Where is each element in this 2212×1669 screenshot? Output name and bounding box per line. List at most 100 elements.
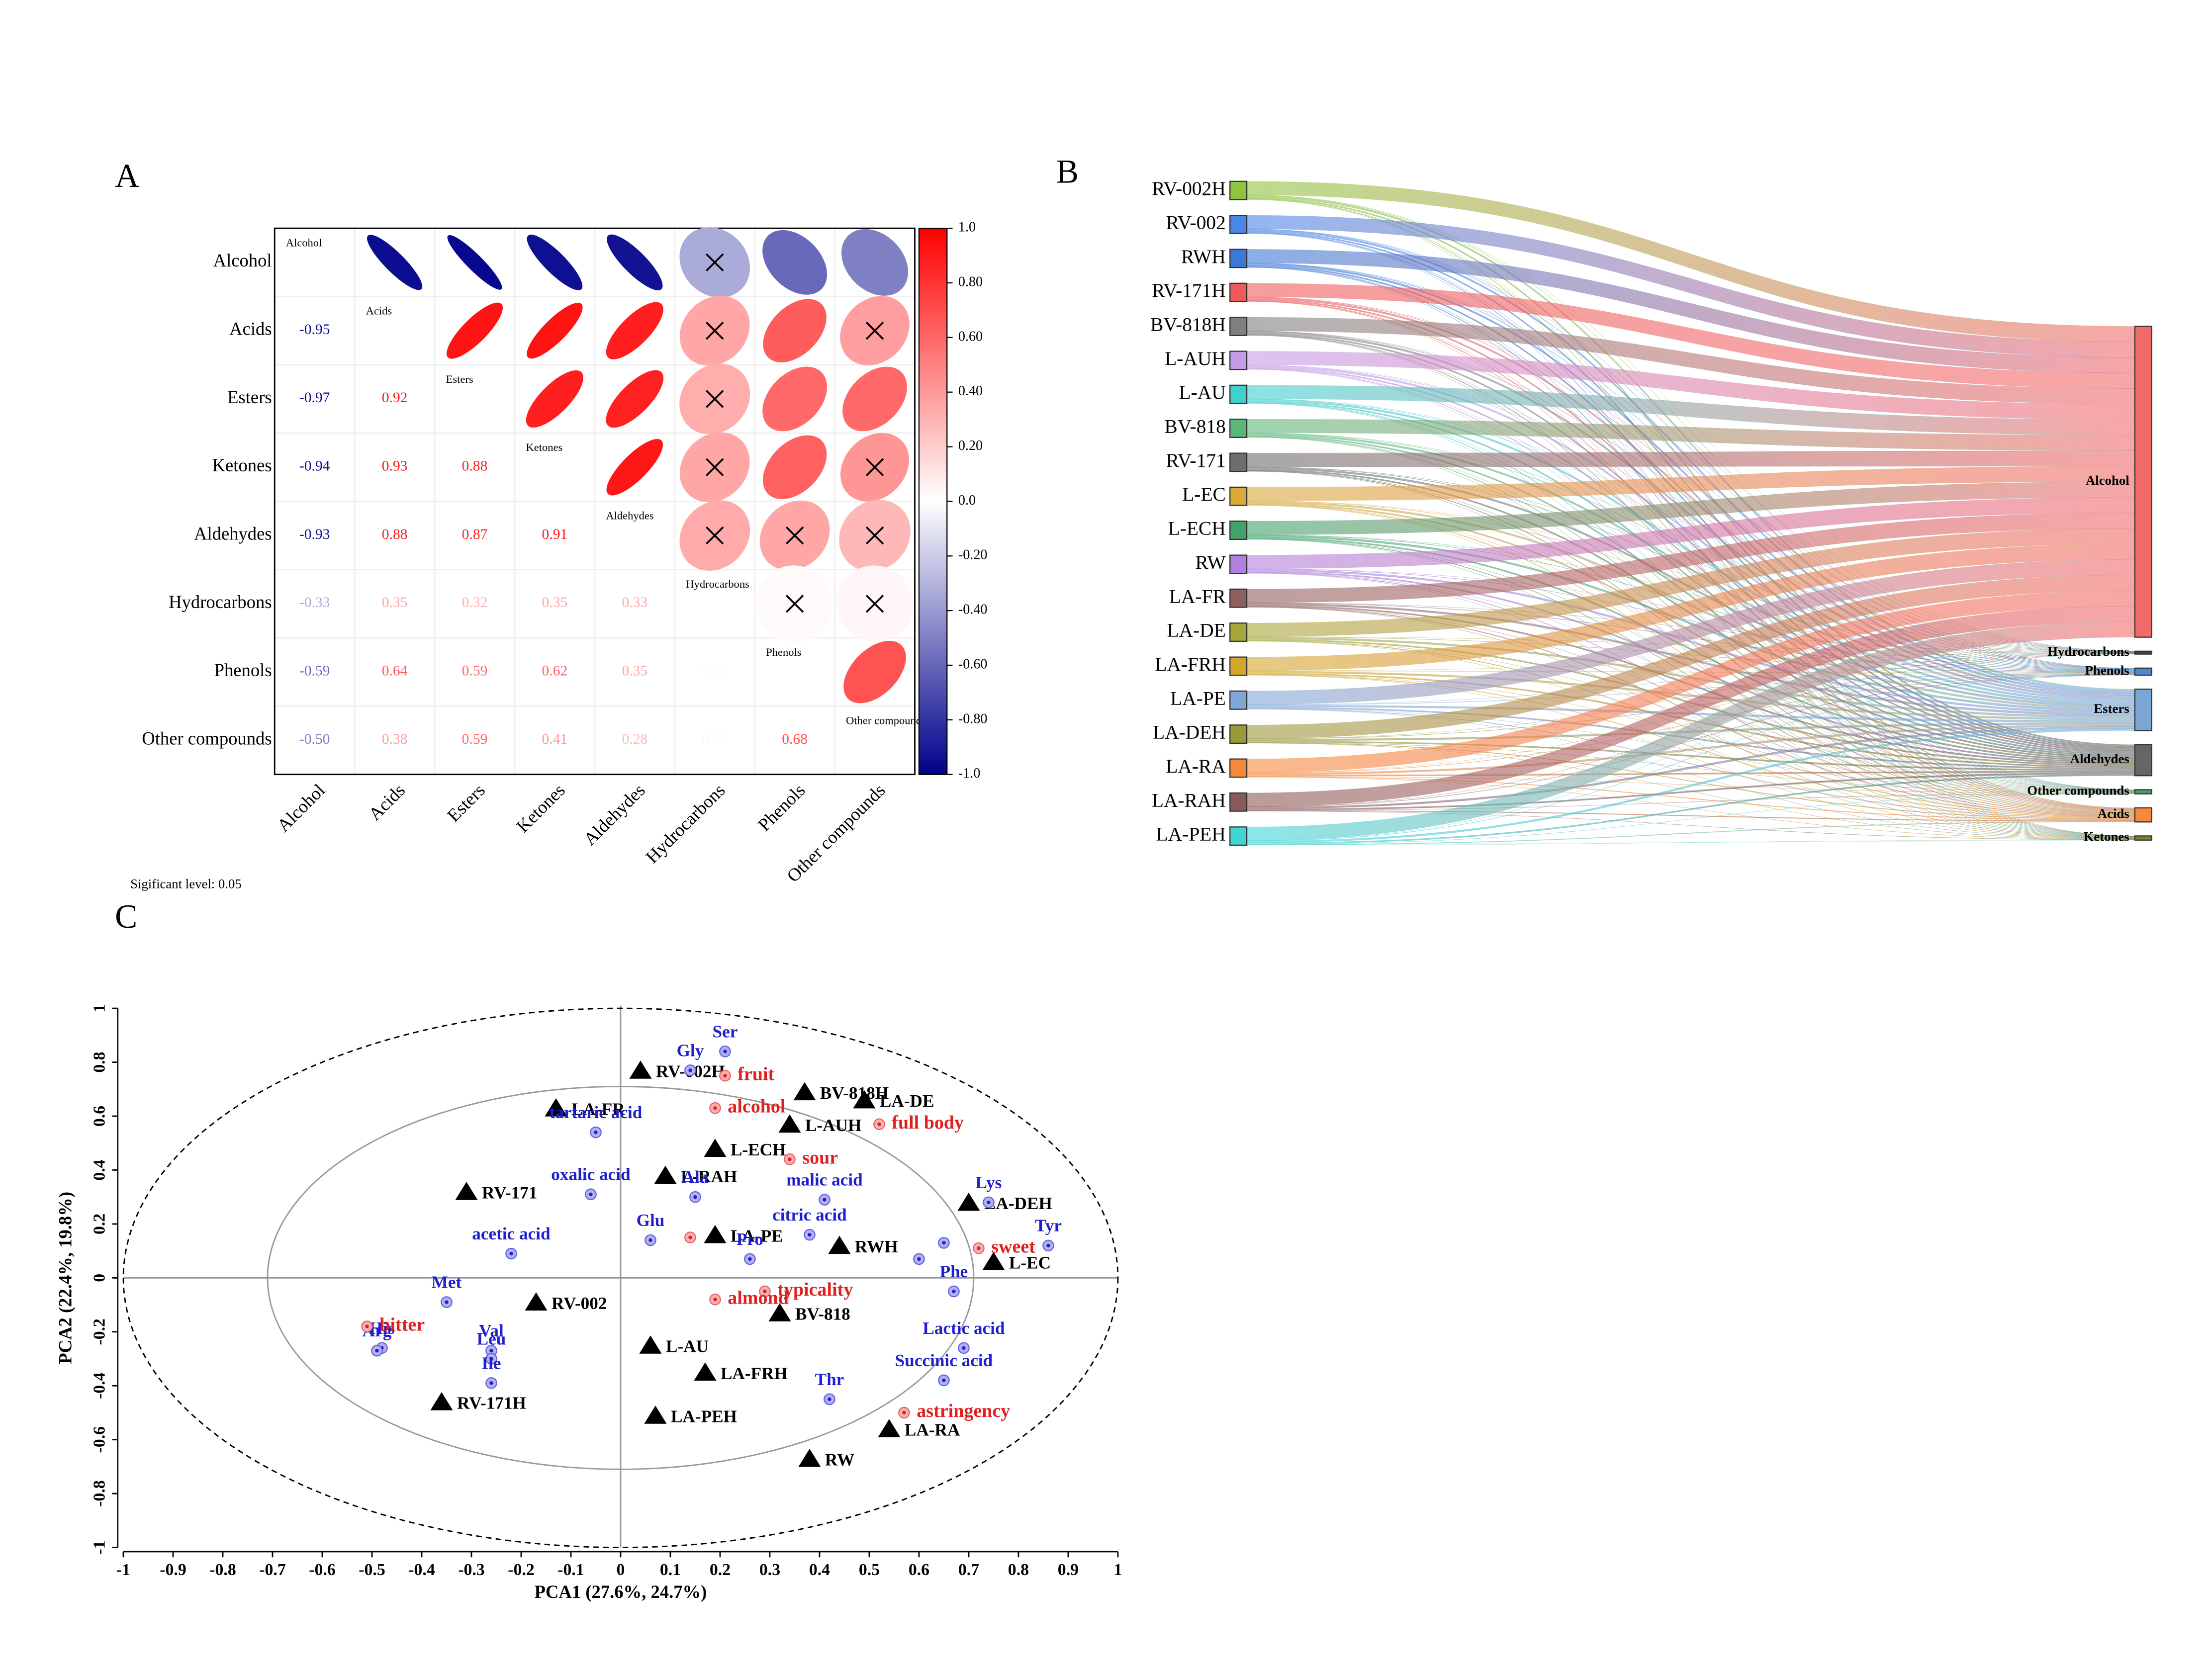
colorbar-tick-label: 0.40: [958, 383, 983, 399]
insignificant-cross: [865, 321, 884, 340]
variable-marker-center: [1046, 1243, 1050, 1247]
compound-label: Leu: [477, 1329, 506, 1348]
compound-label: Ala: [682, 1167, 709, 1187]
x-tick-label: 0.3: [759, 1561, 780, 1579]
source-node: [1229, 384, 1248, 404]
source-node: [1229, 554, 1248, 574]
y-tick-label: 0.2: [91, 1214, 109, 1234]
sample-marker: [982, 1252, 1005, 1270]
colorbar: [918, 228, 948, 775]
sample-label: LA-FRH: [721, 1364, 788, 1383]
correlation-ellipse: [841, 229, 909, 296]
sensory-label: alcohol: [728, 1096, 785, 1117]
correlation-ellipse: [762, 366, 828, 432]
sample-label: LA-DE: [880, 1091, 934, 1111]
y-tick-label: -0.4: [91, 1372, 109, 1399]
diagonal-label: Hydrocarbons: [686, 578, 749, 590]
correlation-ellipse: [762, 230, 828, 295]
sensory-label: astringency: [917, 1401, 1010, 1421]
sample-marker: [694, 1362, 717, 1381]
insignificant-cross: [706, 458, 724, 476]
outer-circle: [122, 1007, 1119, 1548]
target-label: Esters: [2094, 701, 2129, 716]
variable-marker-center: [693, 1195, 697, 1199]
sample-marker: [644, 1405, 667, 1424]
correlation-ellipse: [606, 302, 663, 359]
variable-marker-center: [902, 1410, 906, 1415]
y-tick-label: 0: [91, 1274, 109, 1282]
sample-label: RV-171: [482, 1183, 538, 1203]
target-label: Ketones: [2084, 829, 2129, 844]
target-node: [2134, 789, 2152, 794]
value-label: 0.35: [542, 595, 568, 611]
insignificant-cross: [706, 390, 724, 408]
correlation-ellipse: [607, 234, 663, 290]
source-node: [1229, 792, 1248, 812]
variable-marker-center: [823, 1198, 827, 1202]
compound-label: Ile: [481, 1353, 501, 1373]
x-tick-label: 0.5: [859, 1561, 880, 1579]
x-tick-label: -0.3: [458, 1561, 485, 1579]
sample-marker: [545, 1098, 567, 1117]
sample-label: RV-002: [552, 1294, 607, 1313]
source-label: BV-818: [1164, 416, 1225, 438]
variable-marker-center: [489, 1349, 493, 1353]
colorbar-tick-label: 0.0: [958, 493, 976, 508]
value-label: 0.93: [382, 458, 408, 474]
value-label: 0.62: [542, 663, 568, 679]
variable-marker-center: [977, 1246, 981, 1250]
variable-marker-center: [942, 1241, 946, 1245]
value-label: 0.88: [382, 527, 408, 542]
inner-circle: [267, 1085, 975, 1470]
value-label: 0.32: [462, 595, 488, 611]
sample-label: RWH: [855, 1237, 898, 1256]
correlation-ellipse: [527, 234, 583, 290]
diagonal-label: Esters: [446, 373, 473, 385]
x-tick-label: -0.4: [408, 1561, 435, 1579]
source-label: LA-DE: [1167, 619, 1226, 641]
compound-label: Ser: [713, 1022, 738, 1041]
sample-marker: [778, 1114, 801, 1133]
sample-marker: [654, 1165, 677, 1184]
value-label: 0.35: [382, 595, 408, 611]
insignificant-cross: [865, 458, 884, 476]
sensory-label: typicality: [777, 1279, 853, 1300]
source-label: RW: [1196, 551, 1226, 573]
insignificant-cross: [706, 526, 724, 545]
insignificant-cross: [865, 526, 884, 545]
sample-label: BV-818H: [820, 1083, 889, 1103]
source-node: [1229, 486, 1248, 506]
value-label: 0.02: [702, 663, 728, 679]
panel-label: C: [115, 898, 137, 935]
source-node: [1229, 317, 1248, 336]
y-tick-label: -0.8: [91, 1480, 109, 1507]
x-tick-label: 0.2: [710, 1561, 731, 1579]
variable-marker-center: [445, 1300, 449, 1304]
source-label: L-AUH: [1165, 348, 1226, 369]
variable-marker-center: [648, 1238, 652, 1242]
matrix-frame: [274, 227, 916, 776]
variable-marker-center: [688, 1235, 692, 1239]
sample-marker: [798, 1448, 821, 1467]
variable-marker-center: [877, 1122, 881, 1126]
value-label: 0.35: [622, 663, 647, 679]
source-label: BV-818H: [1150, 314, 1226, 336]
value-label: 0.41: [542, 731, 568, 747]
x-tick-label: -0.5: [359, 1561, 385, 1579]
x-tick-label: 0.7: [958, 1561, 979, 1579]
source-node: [1229, 656, 1248, 676]
correlation-ellipse: [606, 439, 663, 496]
target-label: Aldehydes: [2070, 751, 2129, 766]
source-label: LA-RA: [1166, 755, 1226, 777]
target-node: [2134, 689, 2152, 731]
source-label: L-EC: [1182, 483, 1226, 505]
sample-marker: [878, 1419, 901, 1437]
x-tick-label: 0.8: [1008, 1561, 1029, 1579]
value-label: -0.93: [299, 527, 330, 542]
source-label: RV-002: [1166, 211, 1226, 233]
sample-marker: [629, 1060, 652, 1079]
colorbar-tick-label: 0.20: [958, 438, 983, 453]
colorbar-tick-label: 1.0: [958, 220, 976, 235]
source-node: [1229, 588, 1248, 608]
compound-label: Gly: [677, 1041, 704, 1060]
